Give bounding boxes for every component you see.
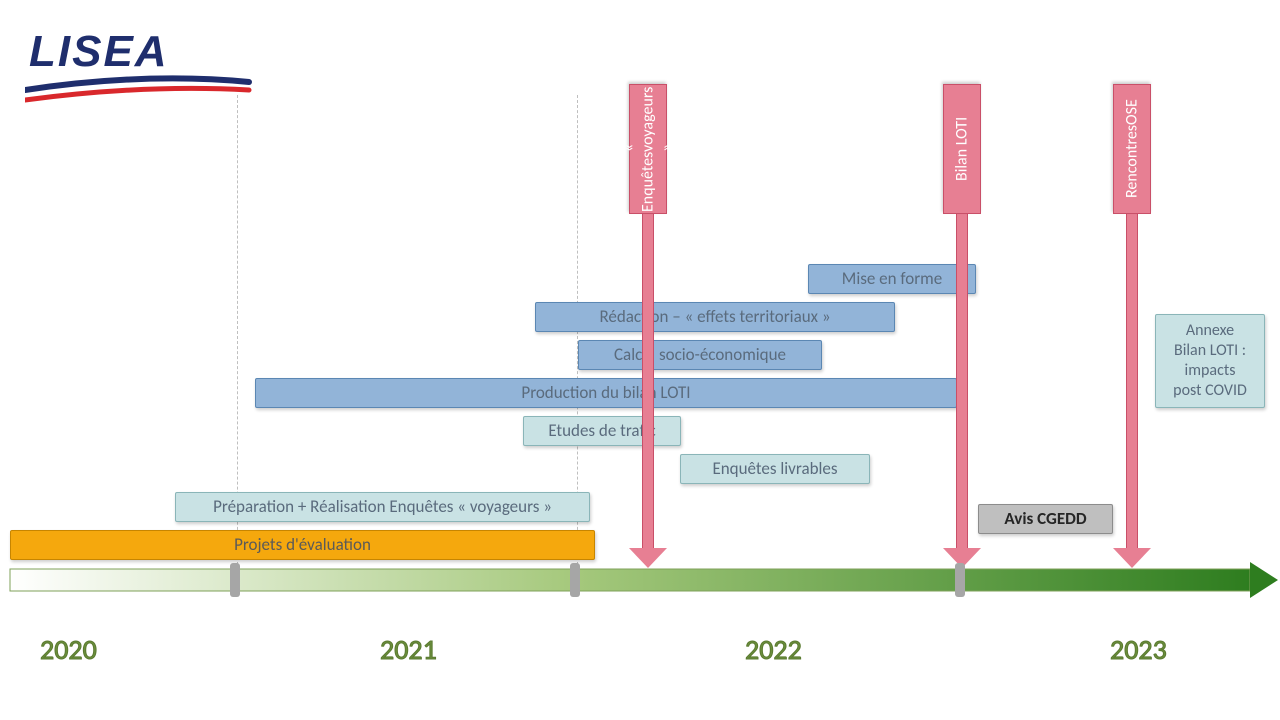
axis-tick (955, 563, 965, 597)
year-label: 2021 (380, 632, 437, 667)
axis-tick (570, 563, 580, 597)
year-label: 2023 (1110, 632, 1167, 667)
year-label: 2020 (40, 632, 97, 667)
axis-tick (230, 563, 240, 597)
year-label: 2022 (745, 632, 802, 667)
timeline-axis (0, 0, 1280, 720)
